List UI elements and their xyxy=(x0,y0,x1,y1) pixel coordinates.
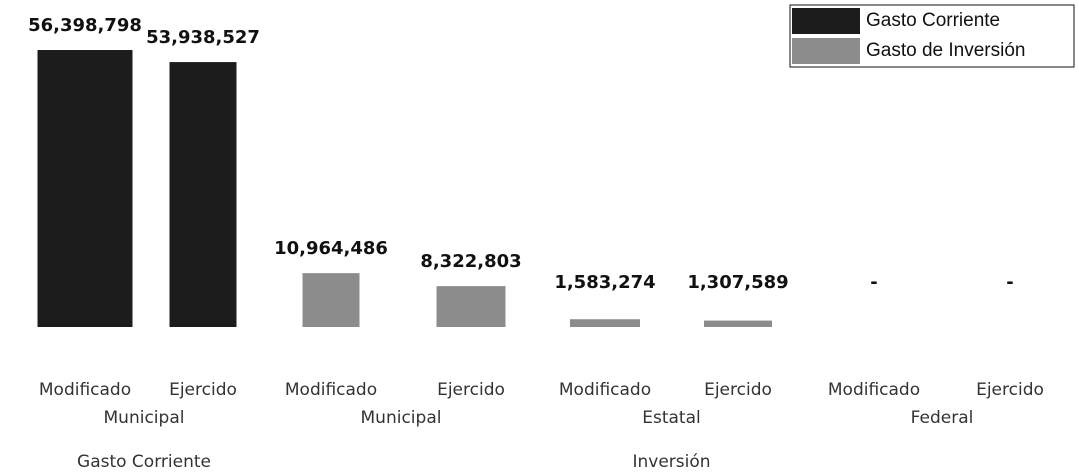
subgroup-label: Municipal xyxy=(361,408,442,428)
bar xyxy=(169,62,237,328)
category-label: Modificado xyxy=(828,380,920,400)
subgroup-label: Estatal xyxy=(642,408,701,428)
bar xyxy=(704,320,772,327)
value-label: - xyxy=(870,272,877,293)
category-label: Ejercido xyxy=(704,380,772,400)
bar xyxy=(302,273,360,327)
value-label: 1,307,589 xyxy=(687,272,788,293)
bar xyxy=(570,319,640,327)
legend-label: Gasto de Inversión xyxy=(866,40,1025,61)
value-label: 8,322,803 xyxy=(420,251,521,272)
legend-swatch xyxy=(792,8,860,34)
group-label: Gasto Corriente xyxy=(77,452,211,472)
value-label: 1,583,274 xyxy=(554,272,655,293)
category-label: Modificado xyxy=(39,380,131,400)
group-label: Inversión xyxy=(632,452,710,472)
bar xyxy=(37,50,133,327)
value-label: 10,964,486 xyxy=(274,238,388,259)
legend-label: Gasto Corriente xyxy=(866,10,1000,31)
value-label: - xyxy=(1006,272,1013,293)
value-label: 53,938,527 xyxy=(146,27,260,48)
subgroup-label: Federal xyxy=(911,408,974,428)
category-label: Modificado xyxy=(285,380,377,400)
subgroup-label: Municipal xyxy=(104,408,185,428)
category-label: Modificado xyxy=(559,380,651,400)
category-label: Ejercido xyxy=(169,380,237,400)
category-label: Ejercido xyxy=(437,380,505,400)
legend-swatch xyxy=(792,38,860,64)
category-label: Ejercido xyxy=(976,380,1044,400)
bar xyxy=(436,286,506,327)
value-label: 56,398,798 xyxy=(28,15,142,36)
